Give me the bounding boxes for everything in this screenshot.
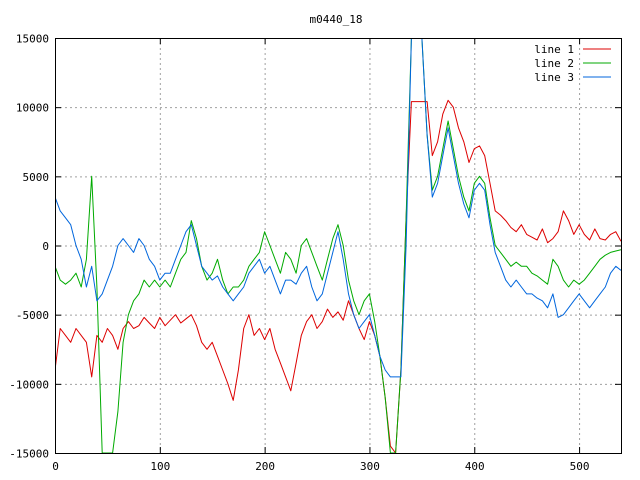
x-tick-label: 200 <box>255 460 275 473</box>
x-tick-label: 500 <box>570 460 590 473</box>
series-line-3 <box>55 38 621 378</box>
y-tick-label: -10000 <box>9 378 49 391</box>
y-tick-label: 0 <box>42 240 49 253</box>
y-tick-label: -15000 <box>9 448 49 461</box>
series-line-1 <box>55 99 621 453</box>
y-tick-label: 15000 <box>16 33 49 46</box>
y-tick-label: 10000 <box>16 102 49 115</box>
legend-label-2: line 2 <box>534 57 574 70</box>
y-axis: -15000 -10000 -5000 0 5000 10000 15000 <box>9 33 621 461</box>
x-axis: 0 100 200 300 400 500 <box>52 38 590 473</box>
y-tick-label: 5000 <box>23 171 50 184</box>
series-group <box>55 38 621 453</box>
x-tick-label: 400 <box>465 460 485 473</box>
grid <box>55 38 621 453</box>
legend-label-1: line 1 <box>534 43 574 56</box>
y-tick-label: -5000 <box>16 309 49 322</box>
chart-title: m0440_18 <box>310 13 363 26</box>
x-tick-label: 0 <box>52 460 59 473</box>
series-line-2 <box>55 38 621 453</box>
x-tick-label: 100 <box>150 460 170 473</box>
x-tick-label: 300 <box>360 460 380 473</box>
legend-label-3: line 3 <box>534 71 574 84</box>
